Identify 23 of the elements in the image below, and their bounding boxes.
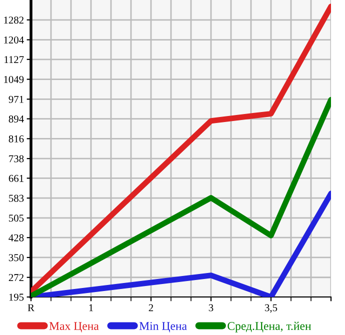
y-tick-label: 583 — [9, 194, 24, 202]
legend-label: Max Цена — [49, 322, 99, 332]
x-tick-label: R — [28, 304, 34, 312]
y-tick-label: 195 — [9, 294, 24, 301]
legend-label: Min Цена — [139, 322, 187, 332]
y-tick-label: 272 — [8, 274, 24, 281]
y-tick-label: 1204 — [4, 36, 24, 44]
legend-label: Сред.Цена, т.йен — [228, 322, 312, 332]
y-tick-label: 816 — [8, 135, 24, 142]
y-tick-label: 1282 — [4, 16, 24, 24]
y-tick-label: 428 — [8, 234, 24, 242]
y-tick-label: 661 — [8, 174, 24, 182]
y-tick-label: 1049 — [4, 76, 24, 83]
y-tick-label: 971 — [8, 96, 24, 103]
y-tick-label: 894 — [8, 115, 24, 123]
x-tick-label: 3 — [208, 304, 214, 312]
y-tick-label: 505 — [9, 214, 24, 222]
x-tick-label: 3,5 — [264, 304, 278, 313]
y-tick-label: 738 — [9, 155, 24, 162]
x-tick-label: 2 — [148, 304, 154, 312]
y-tick-label: 1127 — [4, 56, 24, 64]
x-tick-label: 1 — [89, 304, 93, 312]
y-tick-label: 350 — [8, 254, 24, 262]
